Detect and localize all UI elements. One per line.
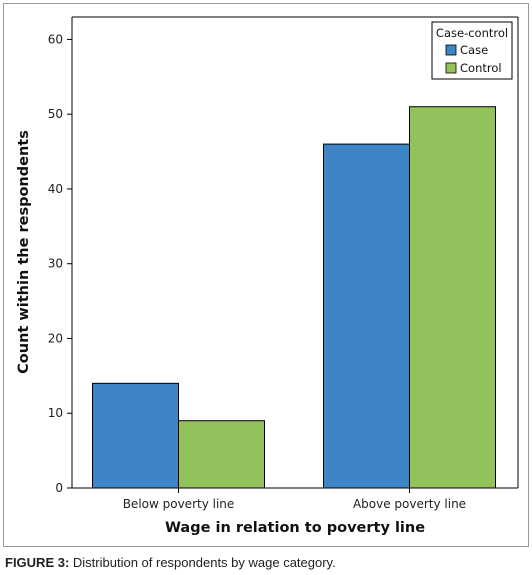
figure-caption-label: FIGURE 3:: [5, 555, 70, 570]
y-tick-label: 10: [48, 406, 63, 420]
y-axis-title: Count within the respondents: [16, 130, 32, 374]
legend-label-case: Case: [460, 43, 488, 57]
legend-label-control: Control: [460, 61, 502, 75]
x-ticks: Below poverty line Above poverty line: [123, 488, 466, 511]
x-tick-label: Above poverty line: [353, 497, 466, 511]
bar-control-above: [409, 106, 496, 489]
bar-control-below: [178, 420, 265, 489]
legend-swatch-control: [445, 62, 457, 74]
bars: [92, 106, 496, 489]
y-tick-label: 60: [48, 32, 63, 46]
bar-chart: 0 10 20 30 40 50 60 Below poverty line Above po…: [16, 16, 519, 536]
y-tick-label: 0: [55, 481, 63, 495]
legend-box: [431, 21, 513, 80]
legend-title: Case-control: [436, 26, 508, 40]
y-ticks: 0 10 20 30 40 50 60: [48, 32, 72, 495]
y-tick-label: 50: [48, 107, 63, 121]
figure-caption-text: Distribution of respondents by wage cate…: [69, 555, 336, 570]
bar-case-above: [323, 143, 410, 489]
y-tick-label: 20: [48, 331, 63, 345]
figure-caption: FIGURE 3: Distribution of respondents by…: [5, 555, 336, 570]
x-axis-title: Wage in relation to poverty line: [165, 520, 425, 536]
y-tick-label: 30: [48, 257, 63, 271]
x-tick-label: Below poverty line: [123, 497, 235, 511]
legend-swatch-case: [445, 44, 457, 56]
bar-case-below: [92, 382, 179, 489]
y-tick-label: 40: [48, 182, 63, 196]
legend: Case-control Case Control: [431, 21, 513, 80]
